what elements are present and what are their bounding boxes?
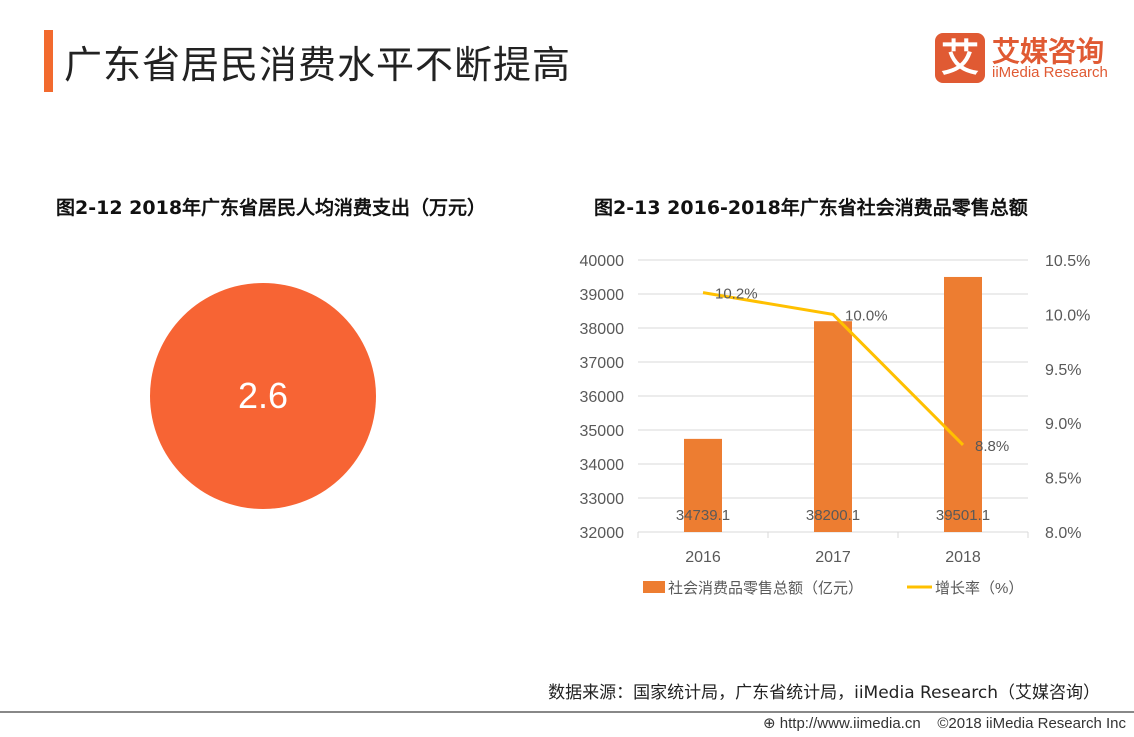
growth-line [702, 291, 965, 447]
y2-tick-label: 10.0% [1045, 307, 1090, 324]
bar [814, 321, 852, 532]
y2-tick-label: 8.5% [1045, 471, 1081, 488]
bar [944, 276, 982, 532]
footer-divider [0, 711, 1134, 713]
page-title: 广东省居民消费水平不断提高 [64, 43, 572, 87]
x-tick-label: 2016 [685, 549, 721, 566]
legend-line-label: 增长率（%） [935, 580, 1023, 597]
y-tick-label: 35000 [580, 423, 625, 440]
y-tick-label: 37000 [580, 355, 625, 372]
website-link[interactable]: http://www.iimedia.cn [779, 715, 921, 732]
y-tick-label: 32000 [580, 525, 625, 542]
y-tick-label: 33000 [580, 491, 625, 508]
y-tick-label: 39000 [580, 287, 625, 304]
x-tick-label: 2017 [815, 549, 851, 566]
line-data-label: 8.8% [975, 438, 1009, 455]
copyright: ©2018 iiMedia Research Inc [937, 715, 1126, 732]
x-tick-label: 2018 [945, 549, 981, 566]
title-accent-bar [44, 30, 53, 92]
logo-text-cn: 艾媒咨询 [992, 35, 1105, 68]
y2-tick-label: 8.0% [1045, 525, 1081, 542]
logo-mark: 艾 [935, 33, 985, 83]
right-chart-title: 图2-13 2016-2018年广东省社会消费品零售总额 [594, 197, 1028, 219]
logo-text-en: iiMedia Research [992, 64, 1108, 81]
y-tick-label: 38000 [580, 321, 625, 338]
legend-bar-swatch [643, 581, 665, 593]
bar-data-label: 39501.1 [936, 507, 990, 524]
bar-data-label: 34739.1 [676, 507, 730, 524]
left-chart-subtitle: 图2-12 2018年广东省居民人均消费支出（万元） [56, 197, 487, 219]
globe-icon: ⊕ [763, 715, 776, 732]
y-tick-label: 36000 [580, 389, 625, 406]
data-source: 数据来源：国家统计局，广东省统计局，iiMedia Research（艾媒咨询） [548, 683, 1100, 703]
y2-tick-label: 9.5% [1045, 362, 1081, 379]
bar-data-label: 38200.1 [806, 507, 860, 524]
legend-bar-label: 社会消费品零售总额（亿元） [668, 580, 863, 597]
y2-tick-label: 9.0% [1045, 416, 1081, 433]
y2-tick-label: 10.5% [1045, 253, 1090, 270]
line-data-label: 10.2% [715, 286, 758, 303]
footer: ⊕ http://www.iimedia.cn ©2018 iiMedia Re… [763, 714, 1126, 732]
y-tick-label: 40000 [580, 253, 625, 270]
y-tick-label: 34000 [580, 457, 625, 474]
value-circle: 2.6 [150, 283, 376, 509]
line-data-label: 10.0% [845, 307, 888, 324]
value-label: 2.6 [237, 375, 289, 416]
bar [684, 438, 722, 532]
